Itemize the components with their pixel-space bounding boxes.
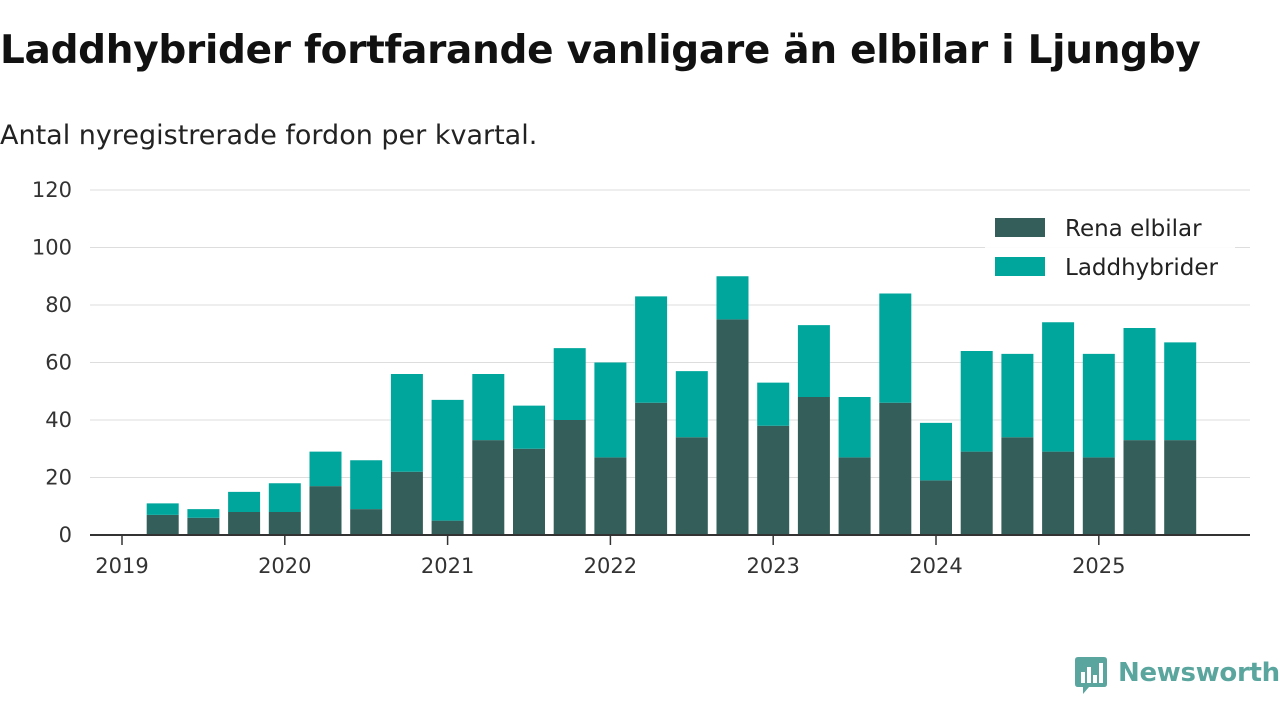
bar-elbilar-2020-Q2 xyxy=(309,486,342,535)
y-tick-label: 40 xyxy=(45,408,72,432)
bar-elbilar-2021-Q4 xyxy=(553,420,586,535)
bar-laddhybrider-2020-Q1 xyxy=(268,483,301,512)
bar-elbilar-2020-Q1 xyxy=(268,512,301,535)
bar-laddhybrider-2025-Q1 xyxy=(1082,353,1115,458)
bar-elbilar-2021-Q3 xyxy=(513,448,545,535)
x-tick-label: 2022 xyxy=(584,554,637,578)
y-tick-label: 80 xyxy=(45,293,72,317)
bar-elbilar-2024-Q1 xyxy=(920,480,952,535)
chart-title: Laddhybrider fortfarande vanligare än el… xyxy=(0,28,1201,73)
bar-laddhybrider-2024-Q1 xyxy=(920,422,952,481)
bar-elbilar-2021-Q2 xyxy=(472,440,505,535)
bar-laddhybrider-2024-Q2 xyxy=(960,351,993,452)
bar-laddhybrider-2023-Q3 xyxy=(838,397,871,458)
bar-elbilar-2023-Q4 xyxy=(879,402,912,535)
x-tick-label: 2025 xyxy=(1072,554,1125,578)
bar-elbilar-2022-Q3 xyxy=(675,437,708,535)
newsworthy-logo: Newsworthy xyxy=(1073,656,1280,696)
bar-elbilar-2025-Q3 xyxy=(1164,440,1197,535)
bar-elbilar-2023-Q2 xyxy=(797,397,830,535)
bar-laddhybrider-2021-Q1 xyxy=(431,399,464,521)
bar-elbilar-2024-Q2 xyxy=(960,451,993,535)
bar-elbilar-2022-Q1 xyxy=(594,457,627,535)
legend-label-0: Rena elbilar xyxy=(1065,216,1202,242)
bar-elbilar-2025-Q2 xyxy=(1123,440,1156,535)
bar-elbilar-2019-Q3 xyxy=(187,517,220,535)
bar-elbilar-2024-Q4 xyxy=(1042,451,1075,535)
legend: Rena elbilar Laddhybrider xyxy=(985,208,1235,292)
bar-laddhybrider-2021-Q2 xyxy=(472,374,505,441)
bar-laddhybrider-2020-Q2 xyxy=(309,451,342,487)
bar-laddhybrider-2022-Q2 xyxy=(635,296,668,403)
bars xyxy=(146,276,1197,535)
bar-elbilar-2022-Q2 xyxy=(635,402,668,535)
bar-laddhybrider-2023-Q1 xyxy=(757,382,790,426)
bar-laddhybrider-2024-Q3 xyxy=(1001,353,1034,438)
bar-laddhybrider-2021-Q3 xyxy=(513,405,545,449)
brand-name: Newsworthy xyxy=(1118,658,1280,688)
bar-elbilar-2019-Q4 xyxy=(228,512,261,535)
bar-elbilar-2025-Q1 xyxy=(1082,457,1115,535)
bar-laddhybrider-2025-Q3 xyxy=(1164,342,1197,441)
y-tick-label: 100 xyxy=(32,236,72,260)
y-tick-label: 0 xyxy=(59,523,72,547)
bar-laddhybrider-2020-Q4 xyxy=(390,374,423,472)
bar-elbilar-2020-Q4 xyxy=(390,471,423,535)
bar-laddhybrider-2022-Q3 xyxy=(675,371,708,438)
bar-laddhybrider-2023-Q4 xyxy=(879,293,912,403)
bar-laddhybrider-2021-Q4 xyxy=(553,348,586,420)
bar-elbilar-2019-Q2 xyxy=(146,514,179,535)
y-tick-label: 120 xyxy=(32,178,72,202)
x-tick-label: 2021 xyxy=(421,554,474,578)
bar-laddhybrider-2024-Q4 xyxy=(1042,322,1075,452)
bar-chart-speech-bubble-icon xyxy=(1075,657,1107,694)
x-tick-label: 2024 xyxy=(909,554,962,578)
chart-subtitle: Antal nyregistrerade fordon per kvartal. xyxy=(0,120,538,151)
bar-laddhybrider-2023-Q2 xyxy=(797,325,830,397)
bar-elbilar-2020-Q3 xyxy=(350,509,383,535)
bar-laddhybrider-2019-Q3 xyxy=(187,509,220,518)
bar-elbilar-2021-Q1 xyxy=(431,520,464,535)
bar-laddhybrider-2019-Q4 xyxy=(228,491,261,512)
bar-elbilar-2023-Q1 xyxy=(757,425,790,535)
bar-elbilar-2023-Q3 xyxy=(838,457,871,535)
bar-elbilar-2022-Q4 xyxy=(716,319,749,535)
bar-elbilar-2024-Q3 xyxy=(1001,437,1034,535)
bar-laddhybrider-2025-Q2 xyxy=(1123,328,1156,441)
bar-laddhybrider-2022-Q4 xyxy=(716,276,749,320)
x-tick-label: 2019 xyxy=(95,554,148,578)
legend-swatch-1 xyxy=(995,257,1045,276)
bar-laddhybrider-2019-Q2 xyxy=(146,503,179,515)
x-tick-label: 2023 xyxy=(746,554,799,578)
legend-label-1: Laddhybrider xyxy=(1065,255,1218,281)
bar-laddhybrider-2022-Q1 xyxy=(594,362,627,458)
axes: 0 20 40 60 80 100 120 2019 2020 2021 2022 2023 2024 2… xyxy=(32,178,1250,578)
legend-swatch-0 xyxy=(995,218,1045,237)
y-tick-label: 60 xyxy=(45,351,72,375)
y-tick-label: 20 xyxy=(45,466,72,490)
x-tick-label: 2020 xyxy=(258,554,311,578)
bar-laddhybrider-2020-Q3 xyxy=(350,460,383,510)
